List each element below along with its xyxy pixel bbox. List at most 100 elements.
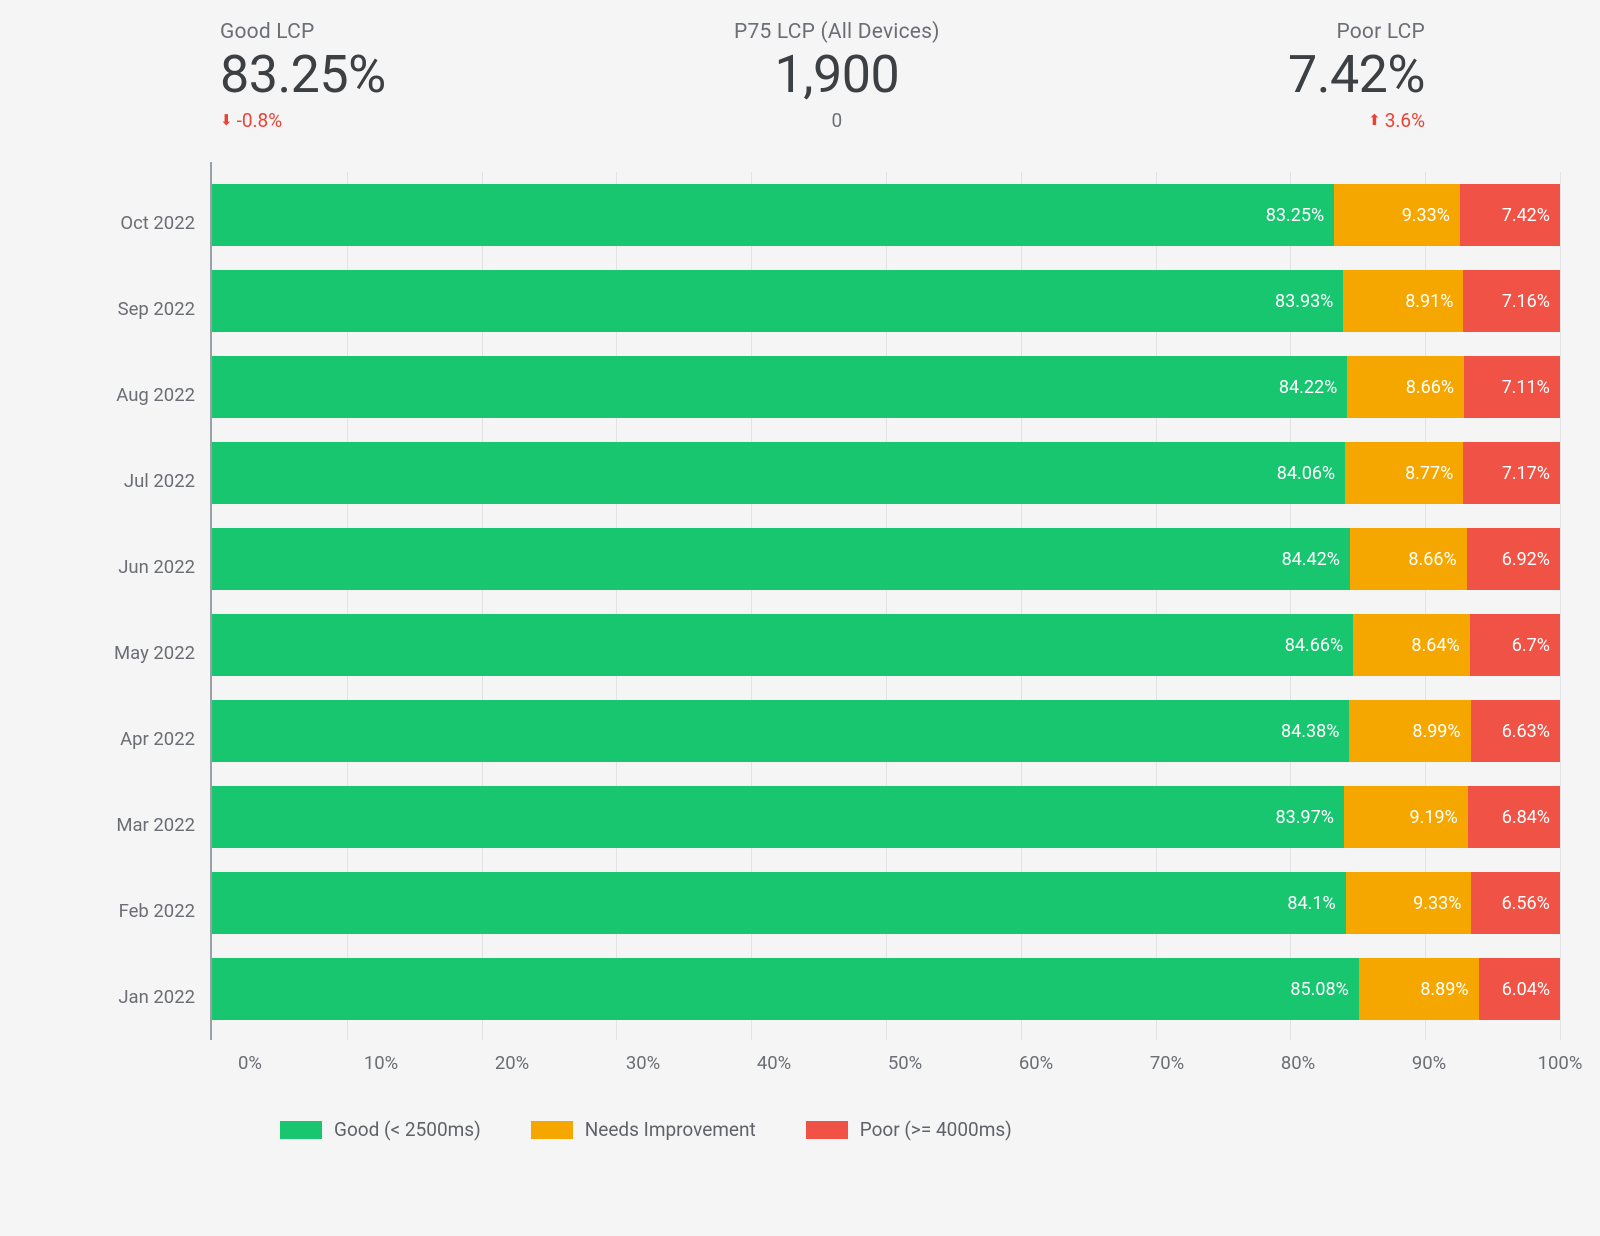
bar-segment-label: 8.99% <box>1412 721 1460 742</box>
legend-label: Poor (>= 4000ms) <box>860 1118 1012 1141</box>
scorecard-label: Good LCP <box>220 20 314 44</box>
x-axis-tick: 50% <box>888 1052 922 1074</box>
bar-segment-ni[interactable]: 8.89% <box>1359 958 1479 1020</box>
bar-segment-label: 6.7% <box>1512 635 1550 656</box>
scorecard-secondary: 0 <box>832 109 843 132</box>
bar-segment-label: 6.92% <box>1502 549 1550 570</box>
bar-track: 83.97% 9.19%6.84% <box>212 786 1560 848</box>
x-axis-tick: 80% <box>1281 1052 1315 1074</box>
y-axis-label: Aug 2022 <box>80 352 210 438</box>
bar-segment-poor[interactable]: 7.16% <box>1463 270 1560 332</box>
bar-segment-label: 7.17% <box>1502 463 1550 484</box>
x-axis-tick: 60% <box>1019 1052 1053 1074</box>
bar-segment-ni[interactable]: 8.99% <box>1349 700 1470 762</box>
bar-segment-label: 84.06% <box>1277 463 1335 484</box>
bar-segment-good[interactable]: 84.06% <box>212 442 1345 504</box>
bar-segment-label: 83.25% <box>1266 205 1324 226</box>
bar-segment-label: 7.42% <box>1502 205 1550 226</box>
scorecard-label: P75 LCP (All Devices) <box>734 20 940 44</box>
y-axis-label: Jan 2022 <box>80 954 210 1040</box>
y-axis-label: Feb 2022 <box>80 868 210 954</box>
bar-segment-poor[interactable]: 6.63% <box>1471 700 1560 762</box>
legend-item-poor[interactable]: Poor (>= 4000ms) <box>806 1118 1012 1141</box>
bar-segment-poor[interactable]: 6.56% <box>1471 872 1559 934</box>
bar-segment-good[interactable]: 84.1% <box>212 872 1346 934</box>
bar-segment-ni[interactable]: 8.66% <box>1350 528 1467 590</box>
bar-track: 84.06% 8.77% 7.17% <box>212 442 1560 504</box>
bar-segment-ni[interactable]: 8.77% <box>1345 442 1463 504</box>
bar-segment-good[interactable]: 84.42% <box>212 528 1350 590</box>
bar-segment-poor[interactable]: 6.7% <box>1470 614 1560 676</box>
bar-segment-label: 8.66% <box>1408 549 1456 570</box>
bar-row: 84.38% 8.99% 6.63% <box>212 688 1560 774</box>
legend-label: Good (< 2500ms) <box>334 1118 481 1141</box>
bar-track: 83.25% 9.33% 7.42% <box>212 184 1560 246</box>
bar-segment-label: 84.38% <box>1281 721 1339 742</box>
bar-track: 83.93% 8.91% 7.16% <box>212 270 1560 332</box>
bar-segment-ni[interactable]: 8.66% <box>1347 356 1464 418</box>
scorecard-delta: ⬇ -0.8% <box>220 109 282 132</box>
legend-swatch <box>280 1121 322 1139</box>
x-axis-tick: 90% <box>1412 1052 1446 1074</box>
bar-row: 83.97% 9.19%6.84% <box>212 774 1560 860</box>
bar-segment-label: 8.77% <box>1405 463 1453 484</box>
bar-segment-ni[interactable]: 9.33% <box>1346 872 1472 934</box>
scorecards-row: Good LCP 83.25% ⬇ -0.8% P75 LCP (All Dev… <box>40 20 1560 132</box>
y-axis-label: Mar 2022 <box>80 782 210 868</box>
y-axis-label: Apr 2022 <box>80 696 210 782</box>
bar-segment-label: 8.89% <box>1420 979 1468 1000</box>
bar-segment-label: 85.08% <box>1290 979 1348 1000</box>
bar-segment-poor[interactable]: 6.84% <box>1468 786 1560 848</box>
bar-segment-good[interactable]: 84.22% <box>212 356 1347 418</box>
gridline <box>1560 172 1561 1040</box>
bar-segment-good[interactable]: 83.93% <box>212 270 1343 332</box>
legend-swatch <box>531 1121 573 1139</box>
bar-segment-good[interactable]: 83.25% <box>212 184 1334 246</box>
bar-segment-ni[interactable]: 8.91% <box>1343 270 1463 332</box>
bar-segment-label: 84.22% <box>1279 377 1337 398</box>
delta-text: 3.6% <box>1385 109 1425 132</box>
legend-item-good[interactable]: Good (< 2500ms) <box>280 1118 481 1141</box>
bar-segment-label: 7.16% <box>1502 291 1550 312</box>
bar-segment-poor[interactable]: 7.17% <box>1463 442 1560 504</box>
plot-area: 83.25% 9.33% 7.42% 83.93% 8.91% 7.16% 84.22% 8.… <box>210 162 1560 1040</box>
y-axis-label: Sep 2022 <box>80 266 210 352</box>
scorecard-good-lcp: Good LCP 83.25% ⬇ -0.8% <box>220 20 386 132</box>
bars-container: 83.25% 9.33% 7.42% 83.93% 8.91% 7.16% 84.22% 8.… <box>212 172 1560 1032</box>
bar-track: 84.66%8.64% 6.7% <box>212 614 1560 676</box>
bar-segment-label: 9.33% <box>1413 893 1461 914</box>
scorecard-label: Poor LCP <box>1336 20 1425 44</box>
bar-segment-label: 6.63% <box>1502 721 1550 742</box>
bar-segment-label: 8.91% <box>1405 291 1453 312</box>
bar-segment-poor[interactable]: 6.92% <box>1467 528 1560 590</box>
bar-row: 84.1% 9.33% 6.56% <box>212 860 1560 946</box>
scorecard-p75-lcp: P75 LCP (All Devices) 1,900 0 <box>734 20 940 132</box>
bar-segment-ni[interactable]: 9.33% <box>1334 184 1460 246</box>
legend-swatch <box>806 1121 848 1139</box>
bar-track: 84.42% 8.66% 6.92% <box>212 528 1560 590</box>
bar-segment-poor[interactable]: 7.42% <box>1460 184 1560 246</box>
bar-row: 84.22% 8.66% 7.11% <box>212 344 1560 430</box>
bar-segment-label: 6.56% <box>1502 893 1550 914</box>
lcp-dashboard: Good LCP 83.25% ⬇ -0.8% P75 LCP (All Dev… <box>0 0 1600 1236</box>
delta-text: -0.8% <box>237 109 283 132</box>
legend-item-ni[interactable]: Needs Improvement <box>531 1118 756 1141</box>
arrow-up-icon: ⬆ <box>1368 113 1381 128</box>
bar-segment-poor[interactable]: 7.11% <box>1464 356 1560 418</box>
bar-segment-ni[interactable]: 8.64% <box>1353 614 1469 676</box>
bar-segment-good[interactable]: 84.38% <box>212 700 1349 762</box>
bar-segment-ni[interactable]: 9.19% <box>1344 786 1468 848</box>
bar-track: 84.38% 8.99% 6.63% <box>212 700 1560 762</box>
chart-body: Oct 2022Sep 2022Aug 2022Jul 2022Jun 2022… <box>80 162 1560 1040</box>
bar-row: 84.42% 8.66% 6.92% <box>212 516 1560 602</box>
bar-segment-label: 83.97% <box>1276 807 1334 828</box>
bar-segment-label: 7.11% <box>1502 377 1550 398</box>
bar-track: 85.08% 8.89% 6.04% <box>212 958 1560 1020</box>
bar-segment-label: 6.04% <box>1502 979 1550 1000</box>
bar-segment-good[interactable]: 85.08% <box>212 958 1359 1020</box>
bar-segment-good[interactable]: 83.97% <box>212 786 1344 848</box>
bar-row: 85.08% 8.89% 6.04% <box>212 946 1560 1032</box>
bar-segment-poor[interactable]: 6.04% <box>1479 958 1560 1020</box>
x-axis-tick: 20% <box>495 1052 529 1074</box>
bar-segment-good[interactable]: 84.66% <box>212 614 1353 676</box>
